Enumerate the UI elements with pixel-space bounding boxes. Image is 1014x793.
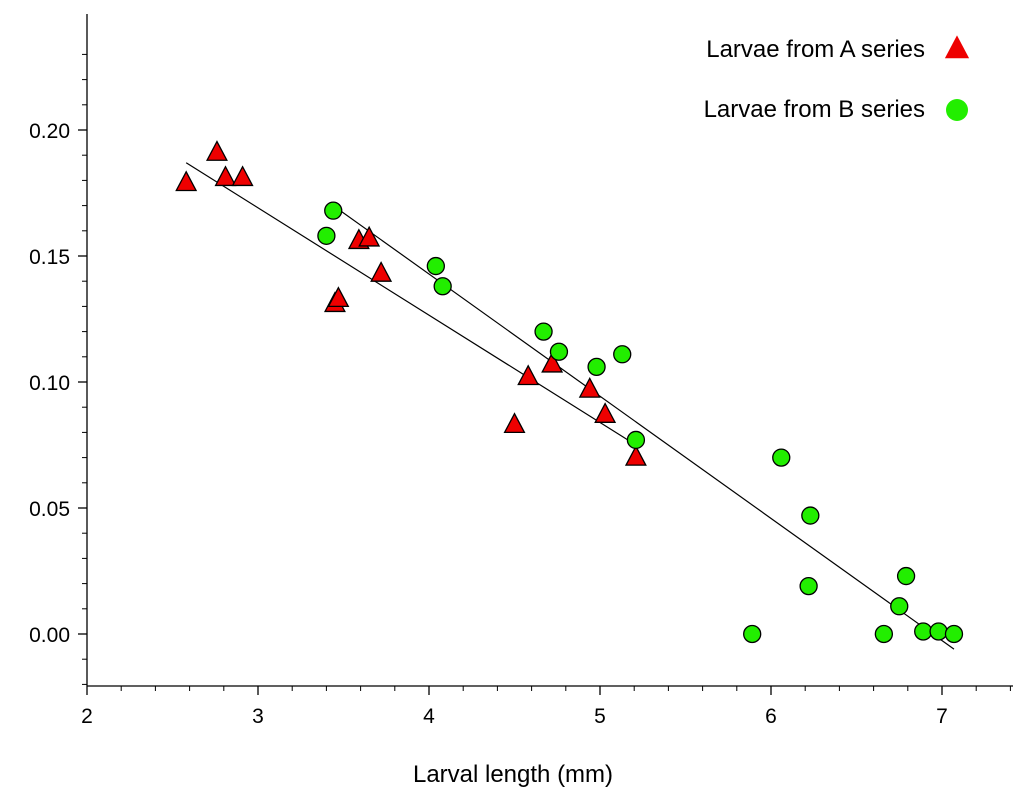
point-a-series (358, 225, 381, 247)
fit-line-series-2 (332, 205, 955, 650)
axes (86, 14, 1013, 687)
point-a-series (214, 165, 237, 187)
point-a-series (541, 351, 564, 373)
point-b-series (587, 357, 606, 377)
x-tick-label: 7 (936, 705, 948, 728)
legend: Larvae from A series Larvae from B series (704, 35, 970, 123)
fit-lines (185, 162, 955, 650)
point-b-series (914, 622, 933, 641)
point-b-series (317, 226, 336, 245)
legend-marker-triangle (944, 35, 970, 59)
x-tick-label: 5 (594, 705, 606, 728)
point-a-series (578, 377, 601, 398)
point-b-series (626, 430, 646, 450)
point-b-series (944, 624, 964, 644)
legend-label-2: Larvae from B series (704, 96, 925, 123)
point-b-series (772, 448, 791, 467)
x-tick-label: 2 (81, 705, 93, 728)
y-tick-label: 0.20 (29, 120, 70, 143)
point-a-series (327, 286, 350, 308)
point-a-series (175, 170, 198, 192)
point-a-series (370, 261, 393, 282)
legend-label-1: Larvae from A series (706, 36, 925, 63)
y-tick-label: 0.05 (29, 498, 70, 521)
x-tick-label: 6 (765, 705, 777, 728)
point-a-series (205, 140, 228, 161)
point-a-series (517, 364, 540, 386)
x-tick-label: 3 (252, 705, 264, 728)
point-b-series (801, 506, 820, 525)
point-b-series (426, 256, 445, 276)
point-b-series (613, 345, 632, 364)
point-a-series (231, 165, 254, 187)
legend-marker-circle (946, 99, 968, 121)
point-b-series (874, 624, 894, 644)
point-b-series (890, 597, 909, 616)
y-tick-label: 0.10 (29, 372, 70, 395)
point-b-series (743, 624, 762, 644)
point-b-series (896, 566, 916, 586)
point-b-series (324, 201, 343, 220)
point-b-series (929, 622, 948, 641)
tick-labels: 2 3 4 5 6 7 0.00 0.05 0.10 0.15 0.20 (29, 120, 948, 728)
data-points (175, 140, 964, 644)
tick-marks (78, 53, 1011, 695)
x-tick-label: 4 (423, 705, 435, 728)
fit-line-series-1 (185, 162, 637, 446)
point-a-series (594, 402, 617, 423)
y-tick-label: 0.00 (29, 624, 70, 647)
point-a-series (503, 412, 526, 434)
y-tick-label: 0.15 (29, 246, 70, 269)
point-b-series (549, 342, 569, 361)
point-a-series (624, 445, 647, 466)
x-axis-title: Larval length (mm) (413, 761, 613, 788)
point-b-series (534, 322, 553, 341)
point-b-series (799, 576, 818, 596)
point-b-series (433, 277, 452, 296)
